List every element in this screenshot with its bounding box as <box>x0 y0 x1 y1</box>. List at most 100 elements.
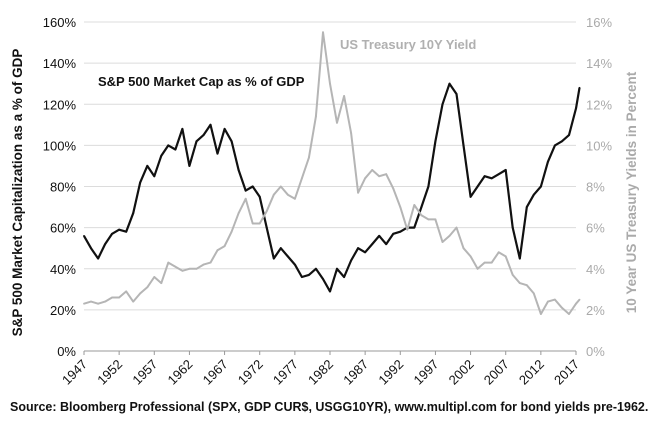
market-cap-point <box>476 185 479 188</box>
treasury-yield-point <box>413 204 416 206</box>
treasury-yield-point <box>469 255 472 258</box>
market-cap-point <box>350 259 352 262</box>
treasury-yield-point <box>448 235 451 237</box>
left-tick-label: 20% <box>50 303 76 318</box>
treasury-yield-point <box>462 247 465 250</box>
market-cap-point <box>174 148 177 151</box>
market-cap-point <box>378 235 381 237</box>
left-axis-title: S&P 500 Market Capitalization as a % of … <box>10 49 25 337</box>
x-tick-label: 2012 <box>516 357 547 388</box>
treasury-yield-point <box>286 193 289 196</box>
market-cap-point <box>371 243 374 246</box>
market-cap-point <box>525 206 528 209</box>
right-tick-label: 6% <box>586 221 605 236</box>
market-cap-point <box>385 243 388 246</box>
x-tick-label: 1997 <box>410 357 441 388</box>
treasury-yield-point <box>272 193 275 196</box>
market-cap-point <box>329 290 331 293</box>
treasury-yield-point <box>336 121 338 124</box>
market-cap-point <box>139 181 142 184</box>
treasury-yield-point <box>209 261 212 264</box>
right-tick-label: 16% <box>586 15 612 30</box>
treasury-yield-point <box>441 241 444 243</box>
x-tick-label: 1962 <box>164 357 195 388</box>
treasury-series-label: US Treasury 10Y Yield <box>340 37 476 52</box>
treasury-yield-point <box>371 169 374 171</box>
market-cap-point <box>462 144 465 147</box>
treasury-yield-point <box>547 300 549 303</box>
treasury-yield-point <box>118 296 120 299</box>
right-tick-label: 4% <box>586 262 605 277</box>
treasury-yield-point <box>139 292 142 295</box>
x-tick-label: 1982 <box>305 357 336 388</box>
treasury-yield-point <box>294 197 296 200</box>
market-cap-point <box>357 247 359 250</box>
treasury-yield-point <box>308 156 310 159</box>
treasury-yield-point <box>279 185 282 188</box>
x-tick-label: 1952 <box>94 357 125 388</box>
treasury-yield-point <box>195 267 198 270</box>
x-tick-label: 1967 <box>200 357 231 388</box>
treasury-yield-point <box>392 187 395 190</box>
left-tick-label: 0% <box>57 344 76 359</box>
market-cap-point <box>578 86 581 89</box>
treasury-yield-point <box>406 228 409 231</box>
treasury-yield-point <box>322 31 324 34</box>
market-cap-point <box>532 193 535 196</box>
treasury-yield-point <box>504 255 507 258</box>
treasury-yield-point <box>301 177 303 180</box>
right-tick-label: 0% <box>586 344 605 359</box>
treasury-yield-point <box>97 302 99 305</box>
market-cap-point <box>315 267 317 270</box>
market-cap-point <box>322 278 324 280</box>
market-cap-point <box>413 226 416 229</box>
treasury-yield-point <box>223 245 226 248</box>
market-cap-point <box>308 274 310 276</box>
market-cap-point <box>181 127 184 130</box>
market-cap-point <box>83 235 85 237</box>
treasury-yield-point <box>237 212 240 215</box>
treasury-yield-point <box>329 82 331 85</box>
right-tick-label: 12% <box>586 97 612 112</box>
x-tick-label: 2017 <box>551 357 582 388</box>
market-cap-point <box>90 247 92 250</box>
market-cap-point <box>518 257 521 260</box>
right-tick-label: 2% <box>586 303 605 318</box>
market-cap-point <box>301 276 303 278</box>
treasury-yield-point <box>125 290 128 293</box>
right-tick-label: 10% <box>586 138 612 153</box>
treasury-yield-point <box>511 274 514 276</box>
treasury-yield-point <box>90 300 92 303</box>
treasury-yield-point <box>188 267 191 270</box>
treasury-yield-point <box>561 306 563 309</box>
treasury-yield-point <box>265 210 268 213</box>
treasury-yield-point <box>420 214 423 217</box>
market-cap-point <box>216 152 219 155</box>
treasury-yield-point <box>578 298 581 301</box>
treasury-yield-point <box>399 206 402 209</box>
market-cap-point <box>420 206 423 209</box>
x-tick-label: 1992 <box>375 357 406 388</box>
market-cap-point <box>568 134 570 137</box>
treasury-yield-point <box>518 282 521 284</box>
market-cap-point <box>286 255 289 258</box>
treasury-yield-point <box>427 218 430 221</box>
left-tick-label: 60% <box>50 221 76 236</box>
market-cap-point <box>441 103 444 106</box>
treasury-yield-point <box>181 269 184 272</box>
treasury-yield-point <box>350 132 352 134</box>
treasury-yield-point <box>202 263 205 266</box>
treasury-yield-point <box>216 249 219 252</box>
treasury-yield-point <box>490 261 493 264</box>
treasury-yield-point <box>251 222 254 225</box>
x-tick-label: 1957 <box>129 357 160 388</box>
market-cap-point <box>561 140 563 143</box>
market-cap-point <box>230 140 233 143</box>
market-cap-point <box>118 228 120 231</box>
treasury-yield-point <box>132 300 135 303</box>
right-tick-label: 14% <box>586 56 612 71</box>
treasury-yield-point <box>104 300 106 303</box>
market-cap-point <box>160 154 163 157</box>
left-tick-label: 100% <box>43 138 77 153</box>
treasury-yield-point <box>83 302 85 305</box>
